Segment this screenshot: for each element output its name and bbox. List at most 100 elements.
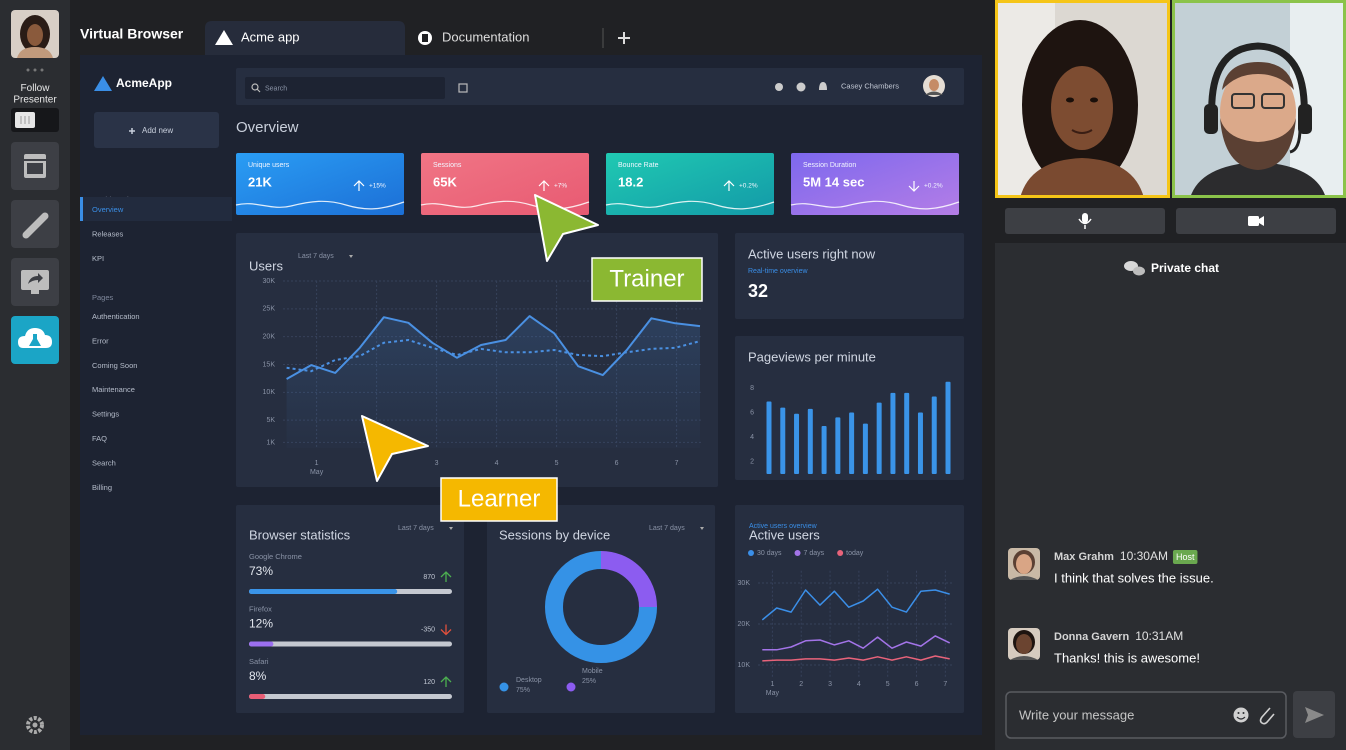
host-badge — [1172, 550, 1198, 564]
tab-label: Acme app — [241, 29, 300, 44]
help-icon[interactable] — [796, 82, 806, 92]
stat-card — [606, 153, 774, 215]
stat-label: Session Duration — [803, 162, 856, 169]
line-series — [286, 315, 701, 380]
bar — [794, 413, 800, 474]
calendar-icon[interactable] — [458, 83, 468, 93]
message-input[interactable] — [1005, 691, 1287, 739]
legend-value: 25% — [582, 678, 596, 685]
bar — [876, 402, 882, 474]
x-tick-label: 5 — [886, 681, 890, 688]
card-title: Browser statistics — [249, 527, 351, 542]
stat-value: 18.2 — [618, 174, 643, 189]
add-new-button[interactable] — [94, 112, 219, 148]
browser-name: Firefox — [249, 604, 272, 613]
donut-segment — [600, 551, 657, 608]
learner-label: Learner — [458, 485, 541, 512]
learner-tag — [440, 477, 558, 522]
nav-item[interactable]: Authentication — [92, 312, 140, 321]
presenter-face — [27, 24, 43, 46]
change-arrow — [440, 676, 452, 687]
stat-value: 5M 14 sec — [803, 174, 864, 189]
browser-title: Virtual Browser — [80, 26, 184, 42]
avatar-face — [1016, 554, 1032, 574]
x-tick-label: 7 — [943, 681, 947, 688]
participant-eye — [1090, 97, 1098, 103]
stat-card — [236, 153, 404, 215]
legend-dot — [566, 682, 576, 692]
message-time: 10:30AM — [1120, 549, 1168, 563]
text-line: Presenter — [13, 94, 57, 105]
tab-active[interactable] — [205, 21, 405, 55]
avatar-face — [1016, 634, 1032, 654]
headset-mic — [1289, 127, 1302, 154]
progress-track — [249, 641, 452, 647]
browser-change: -350 — [421, 626, 435, 633]
stat-wave — [605, 200, 775, 210]
flask-icon — [29, 334, 41, 346]
nav-item[interactable]: Error — [92, 336, 109, 345]
x-tick-label: 3 — [828, 681, 832, 688]
nav-active-bar — [80, 197, 83, 221]
donut-segment — [545, 551, 657, 663]
y-tick-label: 10K — [263, 389, 276, 396]
legend-dot — [794, 550, 801, 556]
y-tick-label: 30K — [738, 580, 751, 587]
range-selector[interactable]: Last 7 days — [398, 525, 434, 532]
camera-icon — [1248, 216, 1259, 226]
nav-section-title: Pages — [92, 293, 114, 302]
nav-item[interactable]: Maintenance — [92, 385, 135, 394]
nav-item[interactable]: KPI — [92, 254, 104, 263]
user-name: Casey Chambers — [841, 81, 899, 90]
settings-icon[interactable] — [775, 83, 783, 91]
nav-item[interactable]: Search — [92, 458, 116, 467]
stat-change: +0.2% — [739, 183, 758, 190]
tab-label[interactable]: Documentation — [442, 29, 529, 44]
card-subtitle: Real-time overview — [748, 268, 808, 275]
browser-change: 870 — [423, 574, 435, 581]
attach-button[interactable] — [1259, 707, 1275, 725]
chat-panel — [995, 243, 1346, 750]
x-tick-label: 6 — [615, 460, 619, 467]
x-tick-label: 5 — [555, 460, 559, 467]
add-new-label: Add new — [142, 126, 173, 135]
range-selector[interactable]: Last 7 days — [298, 253, 334, 260]
nav-item[interactable]: Overview — [92, 205, 124, 214]
bar — [904, 392, 910, 474]
y-tick-label: 4 — [750, 434, 754, 441]
nav-item[interactable]: Billing — [92, 483, 112, 492]
bell-icon[interactable] — [819, 82, 827, 90]
stat-card — [421, 153, 589, 215]
x-tick-label: 4 — [495, 460, 499, 467]
emoji-smile — [1236, 716, 1246, 720]
mic-icon — [1082, 213, 1088, 223]
range-selector[interactable]: Last 7 days — [649, 525, 685, 532]
video-border — [995, 0, 1170, 198]
card-title: Sessions by device — [499, 527, 610, 542]
y-tick-label: 20K — [263, 334, 276, 341]
y-tick-label: 30K — [263, 278, 276, 285]
emoji-button[interactable] — [1233, 707, 1249, 723]
emoji-eye — [1242, 712, 1245, 714]
nav-item[interactable]: Settings — [92, 410, 119, 419]
y-tick-label: 6 — [750, 409, 754, 416]
menu-dot — [40, 68, 44, 72]
stat-label: Bounce Rate — [618, 162, 659, 169]
bar — [807, 408, 813, 474]
search-box[interactable] — [245, 77, 445, 99]
x-tick-label: 6 — [915, 681, 919, 688]
nav-item[interactable]: Releases — [92, 229, 124, 238]
participant-glasses — [1261, 93, 1285, 109]
host-badge-label: Host — [1176, 552, 1195, 562]
stat-label: Unique users — [248, 162, 290, 169]
y-tick-label: 5K — [266, 417, 275, 424]
follow-label: Follow Presenter — [13, 83, 57, 106]
legend-value: 75% — [516, 687, 530, 694]
bar — [862, 423, 868, 474]
stat-value: 65K — [433, 174, 457, 189]
line-series — [761, 588, 950, 621]
nav-item[interactable]: Coming Soon — [92, 361, 137, 370]
nav-item[interactable]: FAQ — [92, 434, 107, 443]
